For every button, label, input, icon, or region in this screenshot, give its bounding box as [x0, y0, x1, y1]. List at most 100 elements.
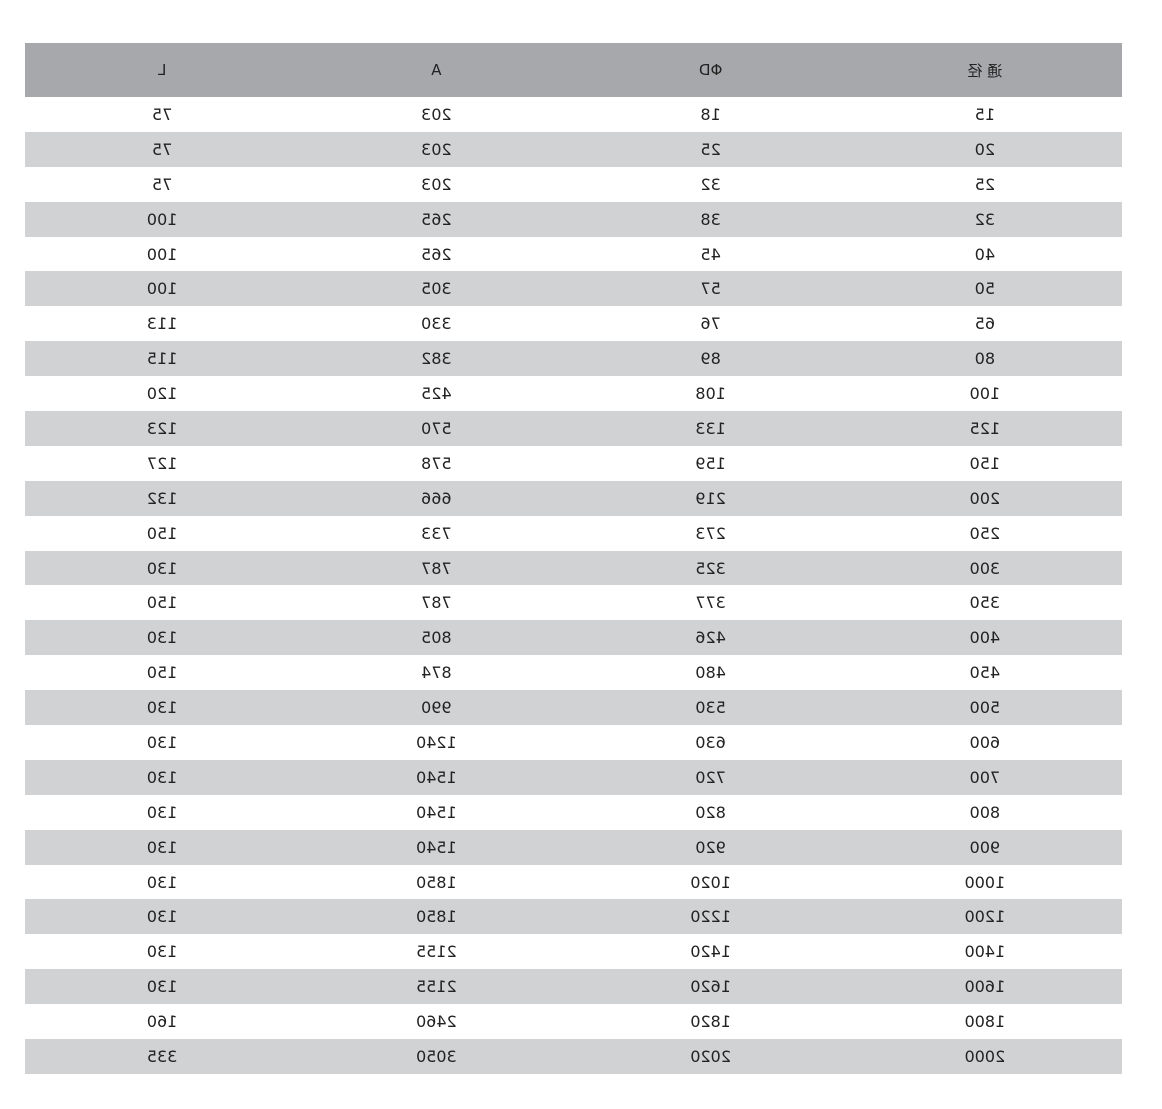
table-row: 100 108 425 120: [25, 376, 1122, 411]
cell-outer-diameter: 89: [573, 341, 848, 377]
table-row: 200 219 666 132: [25, 480, 1122, 516]
cell-outer-diameter: 57: [573, 271, 848, 307]
header-l: L: [25, 43, 300, 97]
table-row: 1600 1620 2155 130: [25, 969, 1122, 1005]
cell-outer-diameter: 530: [573, 690, 848, 726]
cell-outer-diameter: 1420: [690, 942, 731, 962]
table-row: 25 32 203 75: [25, 167, 1122, 202]
cell-outer-diameter: 18: [700, 104, 721, 124]
cell-a: 990: [299, 690, 574, 726]
cell-nominal-diameter: 2000: [847, 1039, 1122, 1074]
cell-outer-diameter: 38: [573, 201, 848, 237]
cell-nominal-diameter: 100: [969, 384, 1001, 404]
cell-a: 2155: [416, 942, 457, 962]
cell-nominal-diameter: 15: [974, 104, 996, 124]
cell-nominal-diameter: 20: [847, 131, 1122, 167]
cell-nominal-diameter: 400: [847, 620, 1122, 656]
cell-outer-diameter: 159: [695, 453, 726, 473]
cell-outer-diameter: 480: [695, 663, 726, 683]
cell-nominal-diameter: 65: [974, 314, 996, 334]
cell-a: 1850: [416, 872, 457, 892]
cell-a: 3050: [299, 1039, 574, 1074]
cell-outer-diameter: 25: [573, 131, 848, 167]
cell-outer-diameter: 377: [695, 593, 726, 613]
cell-nominal-diameter: 700: [847, 759, 1122, 795]
cell-outer-diameter: 2020: [573, 1039, 848, 1074]
cell-a: 805: [299, 620, 574, 656]
cell-outer-diameter: 45: [700, 244, 721, 264]
cell-l: 123: [25, 411, 300, 446]
cell-l: 115: [25, 341, 300, 377]
table-row: 350 377 787 150: [25, 585, 1122, 620]
cell-outer-diameter: 219: [573, 480, 848, 516]
cell-nominal-diameter: 450: [969, 663, 1001, 683]
table-row: 900 920 1540 130: [25, 829, 1122, 865]
table-row: 600 630 1240 130: [25, 725, 1122, 760]
cell-a: 578: [421, 453, 452, 473]
cell-outer-diameter: 133: [573, 411, 848, 446]
cell-l: 150: [146, 663, 178, 683]
cell-outer-diameter: 1020: [690, 872, 731, 892]
cell-l: 150: [146, 593, 178, 613]
table-row: 1400 1420 2155 130: [25, 934, 1122, 969]
cell-nominal-diameter: 125: [847, 411, 1122, 446]
dimension-table-mirrored: 通 径 ΦD A L 15 18 203 75 20 25 203 75 25 32 203 75 32…: [25, 43, 1122, 1074]
table-row: 800 820 1540 130: [25, 795, 1122, 830]
table-row: 150 159 578 127: [25, 446, 1122, 481]
cell-nominal-diameter: 1000: [964, 872, 1006, 892]
cell-l: 120: [146, 384, 178, 404]
cell-a: 2155: [299, 969, 574, 1005]
cell-a: 330: [421, 314, 452, 334]
cell-l: 130: [146, 732, 178, 752]
cell-l: 130: [25, 899, 300, 935]
cell-outer-diameter: 820: [695, 802, 726, 822]
cell-outer-diameter: 1620: [573, 969, 848, 1005]
cell-nominal-diameter: 900: [847, 829, 1122, 865]
table-row: 400 426 805 130: [25, 620, 1122, 656]
cell-l: 130: [25, 620, 300, 656]
dimension-table: 通 径 ΦD A L 15 18 203 75 20 25 203 75 25 32 203 75 32…: [25, 43, 1122, 1074]
cell-outer-diameter: 720: [573, 759, 848, 795]
cell-l: 130: [25, 829, 300, 865]
cell-a: 2460: [416, 1012, 457, 1032]
cell-nominal-diameter: 150: [969, 453, 1001, 473]
table-row: 50 57 305 100: [25, 271, 1122, 307]
table-row: 500 530 990 130: [25, 690, 1122, 726]
cell-l: 75: [151, 104, 173, 124]
cell-a: 305: [299, 271, 574, 307]
cell-l: 130: [25, 969, 300, 1005]
cell-l: 160: [146, 1012, 178, 1032]
cell-outer-diameter: 32: [700, 174, 721, 194]
cell-nominal-diameter: 800: [969, 802, 1001, 822]
table-row: 2000 2020 3050 335: [25, 1039, 1122, 1074]
cell-a: 570: [299, 411, 574, 446]
cell-a: 265: [421, 244, 452, 264]
table-row: 1200 1220 1850 130: [25, 899, 1122, 935]
cell-nominal-diameter: 25: [974, 174, 996, 194]
cell-l: 130: [146, 802, 178, 822]
table-row: 125 133 570 123: [25, 411, 1122, 446]
cell-outer-diameter: 630: [695, 732, 726, 752]
cell-a: 733: [421, 523, 452, 543]
cell-nominal-diameter: 1600: [847, 969, 1122, 1005]
cell-l: 132: [25, 480, 300, 516]
table-row: 450 480 874 150: [25, 655, 1122, 690]
table-row: 1000 1020 1850 130: [25, 865, 1122, 900]
cell-nominal-diameter: 50: [847, 271, 1122, 307]
table-row: 80 89 382 115: [25, 341, 1122, 377]
cell-a: 1540: [416, 802, 457, 822]
cell-l: 150: [146, 523, 178, 543]
table-row: 700 720 1540 130: [25, 759, 1122, 795]
cell-nominal-diameter: 350: [969, 593, 1001, 613]
cell-nominal-diameter: 32: [847, 201, 1122, 237]
cell-a: 787: [299, 550, 574, 586]
cell-a: 1850: [299, 899, 574, 935]
cell-l: 75: [151, 174, 173, 194]
cell-l: 130: [25, 690, 300, 726]
cell-l: 127: [146, 453, 178, 473]
cell-a: 265: [299, 201, 574, 237]
cell-outer-diameter: 426: [573, 620, 848, 656]
cell-a: 203: [299, 131, 574, 167]
cell-l: 100: [25, 271, 300, 307]
table-row: 65 76 330 113: [25, 306, 1122, 341]
